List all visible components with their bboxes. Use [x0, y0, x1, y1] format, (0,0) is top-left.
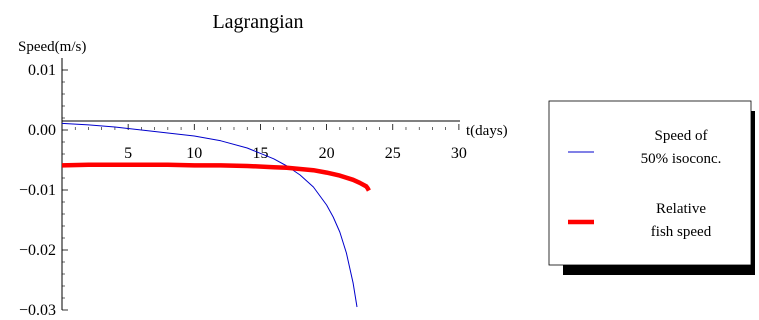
x-tick-label: 5: [124, 145, 132, 162]
legend-label-blue-line2: 50% isoconc.: [641, 151, 722, 167]
legend-label-red-line1: Relative: [656, 201, 706, 217]
y-tick-label: 0.01: [28, 62, 56, 79]
legend-label-red-line2: fish speed: [651, 224, 712, 240]
series-layer: [61, 122, 371, 308]
chart-title: Lagrangian: [212, 11, 303, 33]
legend-label-blue-line1: Speed of: [655, 128, 708, 144]
y-ticks: 0.01 0.00 −0.01 −0.02 −0.03: [19, 62, 68, 319]
x-tick-label: 30: [451, 145, 467, 162]
axes: [61, 58, 460, 310]
y-tick-label: −0.02: [19, 242, 56, 259]
x-tick-label: 10: [186, 145, 202, 162]
series-line-isoconc: [61, 122, 358, 308]
legend-box: [548, 100, 752, 266]
x-tick-label: 20: [319, 145, 335, 162]
y-tick-label: 0.00: [28, 122, 56, 139]
y-tick-label: −0.01: [19, 182, 56, 199]
x-tick-label: 25: [385, 145, 401, 162]
y-tick-label: −0.03: [19, 302, 56, 319]
series-line-fish-speed: [61, 162, 371, 192]
minor-ticks: [62, 81, 446, 299]
legend: Speed of 50% isoconc. Relative fish spee…: [548, 100, 755, 275]
y-axis-label: Speed(m/s): [18, 39, 86, 55]
x-axis-label: t(days): [466, 123, 508, 139]
x-ticks: 5 10 15 20 25 30: [124, 124, 467, 162]
